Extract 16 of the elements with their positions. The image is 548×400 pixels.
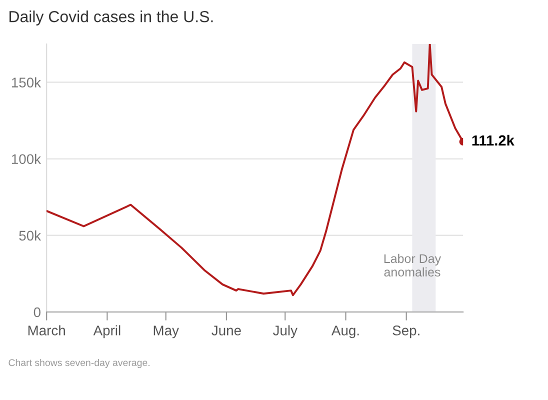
y-tick-label: 150k [12,77,42,88]
x-tick-label: Aug. [331,326,359,338]
annotation: 111.2k [472,134,514,146]
x-tick-label: May [154,326,179,338]
x-tick-label: July [272,325,298,338]
x-tick-label: March [28,325,65,336]
y-tick-label: 100k [12,154,42,164]
band-label: Labor Day anomalies [384,254,442,277]
y-tick-label: 50k [19,230,42,241]
y-tick-label: 0 [34,307,40,318]
text: Chart shows seven-day average. [8,358,150,368]
chart-title: Daily Covid cases in the U.S. [10,10,213,26]
x-tick-label: Sep. [392,326,420,338]
x-tick-label: April [93,325,120,338]
line-series [46,44,464,296]
x-tick-label: June [212,326,241,336]
